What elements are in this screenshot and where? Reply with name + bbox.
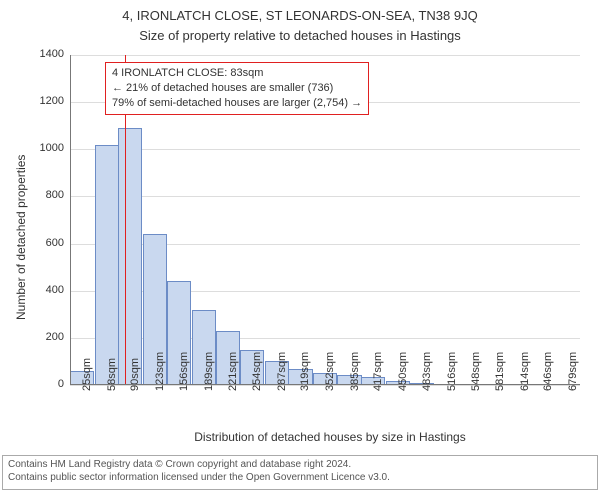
x-tick-label: 417sqm — [373, 352, 384, 391]
x-tick-label: 385sqm — [350, 352, 361, 391]
y-tick-label: 1000 — [24, 143, 64, 154]
x-axis-line — [70, 384, 580, 385]
x-tick-label: 614sqm — [520, 352, 531, 391]
x-tick-label: 319sqm — [300, 352, 311, 391]
x-tick-label: 123sqm — [155, 352, 166, 391]
x-tick-label: 450sqm — [398, 352, 409, 391]
y-tick-label: 1400 — [24, 49, 64, 60]
y-tick-label: 400 — [24, 285, 64, 296]
footer-line-1: Contains HM Land Registry data © Crown c… — [8, 458, 592, 471]
annotation-line-1: 4 IRONLATCH CLOSE: 83sqm — [112, 66, 362, 81]
histogram-bar — [118, 128, 142, 385]
x-tick-label: 25sqm — [82, 358, 93, 391]
footer-text: Contains HM Land Registry data © Crown c… — [8, 458, 592, 484]
x-tick-label: 90sqm — [130, 358, 141, 391]
x-tick-label: 646sqm — [543, 352, 554, 391]
y-tick-label: 600 — [24, 238, 64, 249]
x-tick-label: 156sqm — [179, 352, 190, 391]
chart-title: 4, IRONLATCH CLOSE, ST LEONARDS-ON-SEA, … — [0, 8, 600, 23]
gridline — [70, 149, 580, 150]
chart-container: 4, IRONLATCH CLOSE, ST LEONARDS-ON-SEA, … — [0, 0, 600, 500]
annotation-box: 4 IRONLATCH CLOSE: 83sqm← 21% of detache… — [105, 62, 369, 115]
footer-line-2: Contains public sector information licen… — [8, 471, 592, 484]
histogram-bar — [95, 145, 119, 385]
x-tick-label: 287sqm — [277, 352, 288, 391]
x-tick-label: 483sqm — [422, 352, 433, 391]
plot-area: 020040060080010001200140025sqm58sqm90sqm… — [70, 55, 580, 385]
x-tick-label: 254sqm — [252, 352, 263, 391]
y-tick-label: 1200 — [24, 96, 64, 107]
x-tick-label: 581sqm — [495, 352, 506, 391]
y-axis-line — [70, 55, 71, 385]
y-tick-label: 800 — [24, 190, 64, 201]
chart-subtitle: Size of property relative to detached ho… — [0, 28, 600, 43]
gridline — [70, 196, 580, 197]
x-tick-label: 352sqm — [325, 352, 336, 391]
x-axis-label: Distribution of detached houses by size … — [70, 430, 590, 444]
y-tick-label: 0 — [24, 379, 64, 390]
x-tick-label: 679sqm — [568, 352, 579, 391]
annotation-line-2: ← 21% of detached houses are smaller (73… — [112, 81, 362, 96]
x-tick-label: 189sqm — [204, 352, 215, 391]
y-tick-label: 200 — [24, 332, 64, 343]
x-tick-label: 221sqm — [228, 352, 239, 391]
x-tick-label: 58sqm — [107, 358, 118, 391]
annotation-line-3: 79% of semi-detached houses are larger (… — [112, 96, 362, 111]
x-tick-label: 548sqm — [471, 352, 482, 391]
x-tick-label: 516sqm — [447, 352, 458, 391]
gridline — [70, 55, 580, 56]
